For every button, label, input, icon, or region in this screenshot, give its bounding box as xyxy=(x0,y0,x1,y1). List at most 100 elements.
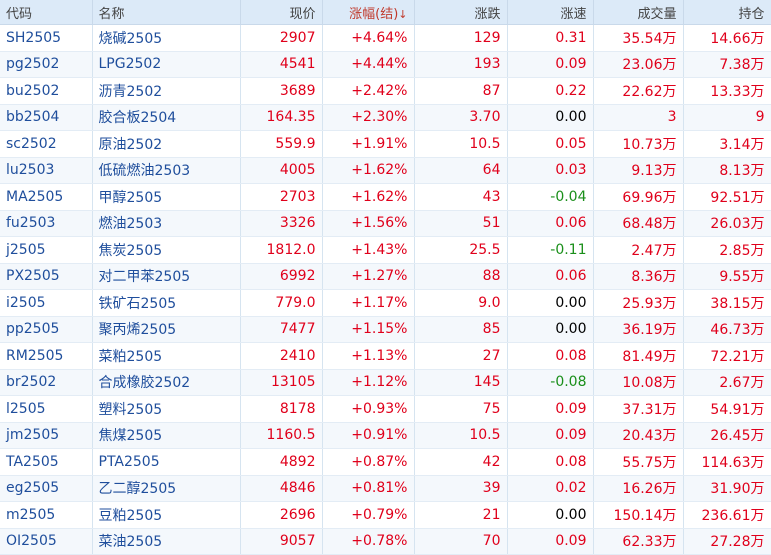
pct-change-cell: +1.17% xyxy=(322,289,415,317)
contract-code[interactable]: bb2504 xyxy=(0,104,93,131)
contract-name[interactable]: 对二甲苯2505 xyxy=(92,263,241,290)
contract-code[interactable]: j2505 xyxy=(0,236,93,264)
contract-name[interactable]: 塑料2505 xyxy=(92,395,241,423)
contract-code[interactable]: SH2505 xyxy=(0,24,93,52)
open-interest-cell: 3.14万 xyxy=(683,130,771,158)
table-row[interactable]: RM2505 菜粕2505 2410 +1.13% 27 0.08 81.49万 72.21万 xyxy=(0,342,771,370)
speed-cell: -0.08 xyxy=(507,369,594,396)
table-row[interactable]: jm2505 焦煤2505 1160.5 +0.91% 10.5 0.09 20.43万 26… xyxy=(0,422,771,449)
header-change[interactable]: 涨跌 xyxy=(414,0,508,25)
header-price[interactable]: 现价 xyxy=(240,0,323,25)
change-cell: 39 xyxy=(414,475,508,502)
contract-name[interactable]: 菜粕2505 xyxy=(92,342,241,370)
table-row[interactable]: br2502 合成橡胶2502 13105 +1.12% 145 -0.08 10.08万 2… xyxy=(0,369,771,396)
table-row[interactable]: pp2505 聚丙烯2505 7477 +1.15% 85 0.00 36.19万 46.73… xyxy=(0,316,771,343)
contract-code[interactable]: i2505 xyxy=(0,289,93,317)
pct-change-cell: +1.15% xyxy=(322,316,415,343)
volume-cell: 2.47万 xyxy=(593,236,684,264)
price-cell: 164.35 xyxy=(240,104,323,131)
contract-name[interactable]: 豆粕2505 xyxy=(92,501,241,529)
contract-code[interactable]: jm2505 xyxy=(0,422,93,449)
open-interest-cell: 2.67万 xyxy=(683,369,771,396)
contract-code[interactable]: m2505 xyxy=(0,501,93,529)
table-row[interactable]: sc2502 原油2502 559.9 +1.91% 10.5 0.05 10.73万 3.1… xyxy=(0,130,771,158)
speed-cell: -0.04 xyxy=(507,183,594,211)
open-interest-cell: 9 xyxy=(683,104,771,131)
pct-change-cell: +2.42% xyxy=(322,77,415,105)
volume-cell: 62.33万 xyxy=(593,528,684,555)
contract-name[interactable]: 甲醇2505 xyxy=(92,183,241,211)
table-header-row: 代码 名称 现价 涨幅(结)↓ 涨跌 涨速 成交量 持仓 xyxy=(0,0,771,25)
table-row[interactable]: MA2505 甲醇2505 2703 +1.62% 43 -0.04 69.96万 92.51… xyxy=(0,183,771,211)
table-row[interactable]: lu2503 低硫燃油2503 4005 +1.62% 64 0.03 9.13万 8.13万 xyxy=(0,157,771,184)
contract-code[interactable]: pp2505 xyxy=(0,316,93,343)
contract-name[interactable]: 铁矿石2505 xyxy=(92,289,241,317)
table-row[interactable]: TA2505 PTA2505 4892 +0.87% 42 0.08 55.75万 114.6… xyxy=(0,448,771,476)
contract-code[interactable]: RM2505 xyxy=(0,342,93,370)
contract-code[interactable]: br2502 xyxy=(0,369,93,396)
header-speed[interactable]: 涨速 xyxy=(507,0,594,25)
contract-code[interactable]: OI2505 xyxy=(0,528,93,555)
table-row[interactable]: OI2505 菜油2505 9057 +0.78% 70 0.09 62.33万 27.28万 xyxy=(0,528,771,555)
contract-name[interactable]: 原油2502 xyxy=(92,130,241,158)
contract-name[interactable]: 烧碱2505 xyxy=(92,24,241,52)
contract-name[interactable]: LPG2502 xyxy=(92,51,241,78)
header-volume[interactable]: 成交量 xyxy=(593,0,684,25)
contract-name[interactable]: 聚丙烯2505 xyxy=(92,316,241,343)
table-row[interactable]: pg2502 LPG2502 4541 +4.44% 193 0.09 23.06万 7.38… xyxy=(0,51,771,78)
header-open-interest[interactable]: 持仓 xyxy=(683,0,771,25)
contract-name[interactable]: 燃油2503 xyxy=(92,210,241,237)
header-code[interactable]: 代码 xyxy=(0,0,93,25)
contract-code[interactable]: l2505 xyxy=(0,395,93,423)
contract-name[interactable]: 沥青2502 xyxy=(92,77,241,105)
contract-name[interactable]: 合成橡胶2502 xyxy=(92,369,241,396)
contract-name[interactable]: 低硫燃油2503 xyxy=(92,157,241,184)
volume-cell: 150.14万 xyxy=(593,501,684,529)
price-cell: 3689 xyxy=(240,77,323,105)
table-row[interactable]: i2505 铁矿石2505 779.0 +1.17% 9.0 0.00 25.93万 38.1… xyxy=(0,289,771,317)
contract-name[interactable]: 焦炭2505 xyxy=(92,236,241,264)
contract-name[interactable]: 菜油2505 xyxy=(92,528,241,555)
speed-cell: 0.06 xyxy=(507,263,594,290)
pct-change-cell: +1.43% xyxy=(322,236,415,264)
contract-name[interactable]: 乙二醇2505 xyxy=(92,475,241,502)
table-row[interactable]: fu2503 燃油2503 3326 +1.56% 51 0.06 68.48万 26.03万 xyxy=(0,210,771,237)
pct-change-cell: +1.62% xyxy=(322,157,415,184)
open-interest-cell: 72.21万 xyxy=(683,342,771,370)
contract-code[interactable]: pg2502 xyxy=(0,51,93,78)
contract-code[interactable]: fu2503 xyxy=(0,210,93,237)
table-row[interactable]: j2505 焦炭2505 1812.0 +1.43% 25.5 -0.11 2.47万 2.8… xyxy=(0,236,771,264)
contract-code[interactable]: PX2505 xyxy=(0,263,93,290)
contract-code[interactable]: lu2503 xyxy=(0,157,93,184)
contract-code[interactable]: TA2505 xyxy=(0,448,93,476)
speed-cell: 0.09 xyxy=(507,422,594,449)
contract-name[interactable]: 胶合板2504 xyxy=(92,104,241,131)
speed-cell: 0.31 xyxy=(507,24,594,52)
contract-code[interactable]: sc2502 xyxy=(0,130,93,158)
contract-code[interactable]: eg2505 xyxy=(0,475,93,502)
table-row[interactable]: PX2505 对二甲苯2505 6992 +1.27% 88 0.06 8.36万 9.55万 xyxy=(0,263,771,290)
header-name[interactable]: 名称 xyxy=(92,0,241,25)
open-interest-cell: 92.51万 xyxy=(683,183,771,211)
table-row[interactable]: bu2502 沥青2502 3689 +2.42% 87 0.22 22.62万 13.33万 xyxy=(0,77,771,105)
contract-code[interactable]: bu2502 xyxy=(0,77,93,105)
pct-change-cell: +4.64% xyxy=(322,24,415,52)
volume-cell: 35.54万 xyxy=(593,24,684,52)
contract-code[interactable]: MA2505 xyxy=(0,183,93,211)
speed-cell: 0.00 xyxy=(507,501,594,529)
table-row[interactable]: eg2505 乙二醇2505 4846 +0.81% 39 0.02 16.26万 31.90… xyxy=(0,475,771,502)
contract-name[interactable]: PTA2505 xyxy=(92,448,241,476)
table-row[interactable]: bb2504 胶合板2504 164.35 +2.30% 3.70 0.00 3 9 xyxy=(0,104,771,131)
table-row[interactable]: SH2505 烧碱2505 2907 +4.64% 129 0.31 35.54万 14.66… xyxy=(0,24,771,52)
change-cell: 87 xyxy=(414,77,508,105)
contract-name[interactable]: 焦煤2505 xyxy=(92,422,241,449)
header-pct[interactable]: 涨幅(结)↓ xyxy=(322,0,415,25)
open-interest-cell: 26.03万 xyxy=(683,210,771,237)
table-row[interactable]: m2505 豆粕2505 2696 +0.79% 21 0.00 150.14万 236.61… xyxy=(0,501,771,529)
speed-cell: 0.09 xyxy=(507,528,594,555)
table-row[interactable]: l2505 塑料2505 8178 +0.93% 75 0.09 37.31万 54.91万 xyxy=(0,395,771,423)
header-pct-label: 涨幅(结) xyxy=(349,6,399,22)
price-cell: 559.9 xyxy=(240,130,323,158)
price-cell: 4892 xyxy=(240,448,323,476)
